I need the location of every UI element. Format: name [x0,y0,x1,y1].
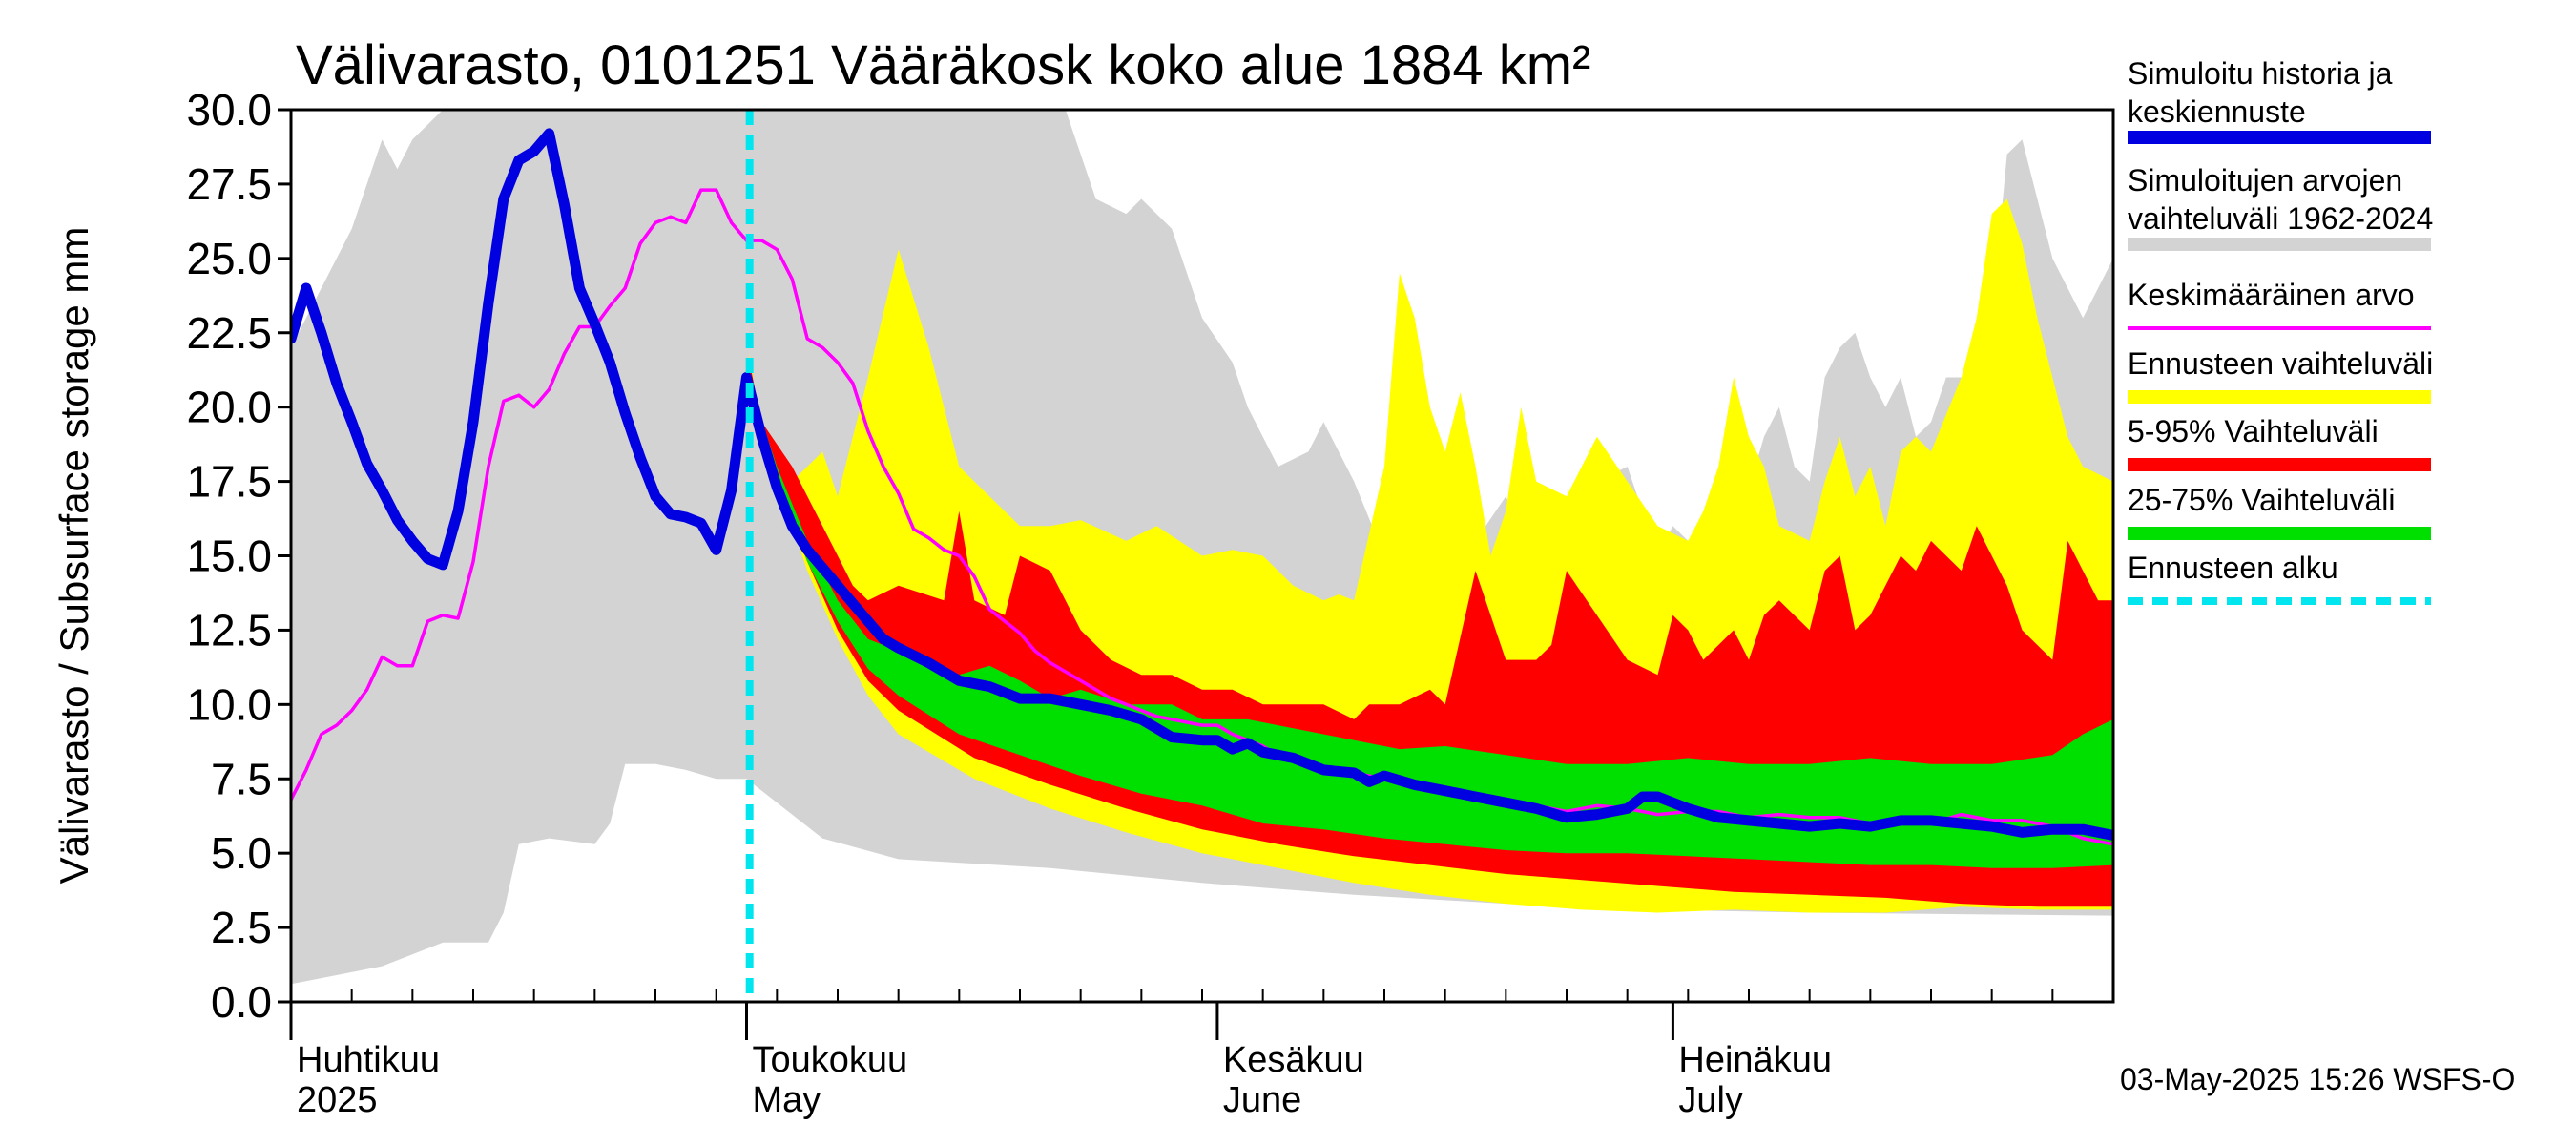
y-tick-label: 12.5 [186,605,272,655]
x-month-label-en: July [1678,1080,1743,1120]
legend: Simuloitu historia jakeskiennusteSimuloi… [2128,56,2433,605]
legend-label: 5-95% Vaihteluväli [2128,414,2379,448]
legend-item-ennusteen-vaihteluv-li: Ennusteen vaihteluväli [2128,346,2433,404]
range-bands [291,110,2113,985]
legend-item-5-95-vaihteluv-li: 5-95% Vaihteluväli [2128,414,2431,471]
legend-label: 25-75% Vaihteluväli [2128,483,2395,517]
y-tick-label: 0.0 [211,977,272,1027]
footer-timestamp: 03-May-2025 15:26 WSFS-O [2120,1062,2515,1096]
legend-label: Simuloitujen arvojen [2128,163,2402,198]
legend-item-keskim-r-inen-arvo: Keskimääräinen arvo [2128,278,2431,330]
y-tick-label: 20.0 [186,383,272,432]
line-simuloitu-historia-ja-keskiennuste [291,128,2113,841]
legend-label: Simuloitu historia ja [2128,56,2393,91]
y-tick-label: 10.0 [186,679,272,729]
x-month-label-fi: Heinäkuu [1678,1040,1832,1080]
x-month-label-fi: Kesäkuu [1223,1040,1364,1080]
legend-label-line2: vaihteluväli 1962-2024 [2128,201,2433,236]
legend-label: Ennusteen vaihteluväli [2128,346,2433,381]
legend-item-ennusteen-alku: Ennusteen alku [2128,551,2431,605]
x-month-label-en: 2025 [297,1080,378,1120]
legend-label: Keskimääräinen arvo [2128,278,2415,312]
y-tick-label: 7.5 [211,754,272,803]
x-month-label-en: May [753,1080,821,1120]
y-tick-label: 30.0 [186,85,272,135]
y-axis: 0.0 2.5 5.0 7.5 10.0 12.5 15.0 17.5 20.0 22.5 25.0… [186,85,291,1027]
y-tick-label: 22.5 [186,308,272,358]
legend-label-line2: keskiennuste [2128,94,2306,129]
line-keskim-r-inen-arvo [291,188,2113,846]
y-tick-label: 5.0 [211,828,272,878]
chart-title: Välivarasto, 0101251 Vääräkosk koko alue… [296,34,1590,96]
x-month-label-fi: Huhtikuu [297,1040,440,1080]
x-month-label-fi: Toukokuu [753,1040,908,1080]
y-tick-label: 17.5 [186,457,272,507]
y-tick-label: 27.5 [186,159,272,209]
y-tick-label: 25.0 [186,234,272,283]
legend-item-25-75-vaihteluv-li: 25-75% Vaihteluväli [2128,483,2431,540]
series-lines [291,128,2113,846]
legend-label: Ennusteen alku [2128,551,2338,585]
x-month-label-en: June [1223,1080,1301,1120]
y-tick-label: 15.0 [186,531,272,581]
y-axis-label: Välivarasto / Subsurface storage mm [52,227,96,885]
band-25-75-vaihteluv-li [749,383,2113,868]
y-tick-label: 2.5 [211,903,272,952]
